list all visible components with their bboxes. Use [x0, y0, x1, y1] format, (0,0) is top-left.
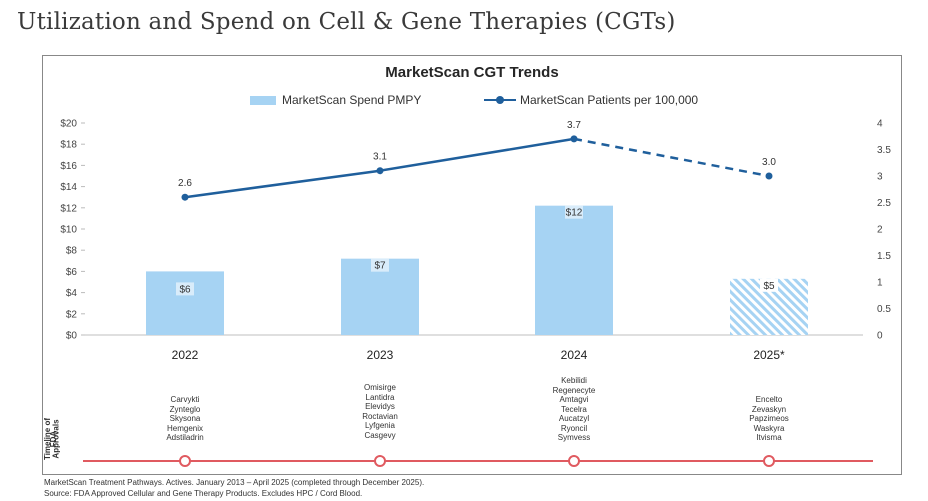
approval-item: Skysona — [169, 414, 201, 423]
spend-bar — [146, 271, 224, 335]
y-right-tick-label: 1 — [877, 278, 883, 289]
approval-item: Itvisma — [756, 433, 782, 442]
approval-item: Roctavian — [362, 411, 398, 421]
approval-item: Waskyra — [753, 423, 785, 433]
spend-data-label-box — [371, 258, 389, 272]
patients-point — [376, 167, 384, 175]
timeline-marker — [179, 455, 191, 467]
spend-data-label-box — [760, 278, 778, 292]
approval-item: Zevaskyn — [751, 404, 787, 414]
chart-legend: MarketScan Spend PMPY MarketScan Patient… — [43, 93, 901, 109]
patients-line-segment — [184, 169, 381, 199]
legend-line-swatch — [484, 95, 516, 105]
timeline-label-line-3: Approvals — [51, 419, 61, 459]
patients-point — [765, 172, 773, 180]
x-category-label: 2023 — [367, 348, 394, 362]
patients-point — [570, 135, 578, 143]
chart-plot-area: $0 $2 $4 $6 $8 $10 $12 $14 $16 $18 $20 0 0.5 1 1.5 2 2.5… — [60, 119, 891, 467]
x-category-label: 2024 — [561, 348, 588, 362]
spend-data-label: $12 — [566, 208, 583, 219]
patients-data-label: 3.0 — [762, 157, 776, 168]
y-right-tick-label: 2 — [877, 225, 883, 236]
approval-item: Lyfgenia — [365, 421, 395, 430]
spend-data-label: $6 — [179, 284, 191, 295]
approval-item: Encelto — [755, 395, 783, 404]
y-right-tick-label: 3 — [877, 172, 883, 183]
y-left-tick-label: $20 — [60, 119, 77, 130]
spend-data-label: $5 — [763, 281, 775, 292]
approvals-2025: Encelto Zevaskyn Papzimeos Waskyra Itvis… — [714, 395, 824, 443]
spend-data-label-box — [565, 205, 583, 219]
legend-patients-label: MarketScan Patients per 100,000 — [520, 93, 699, 107]
approval-item: Symvess — [557, 433, 591, 442]
approval-item: Hemgenix — [166, 423, 203, 433]
y-right-tick-label: 4 — [877, 119, 883, 130]
page-title: Utilization and Spend on Cell & Gene The… — [17, 9, 676, 35]
x-category-label: 2025* — [753, 348, 785, 362]
x-category-label: 2022 — [172, 348, 199, 362]
approval-item: Casgevy — [364, 430, 396, 440]
approvals-2022: Carvykti Zynteglo Skysona Hemgenix Adsti… — [130, 395, 240, 443]
y-right-tick-label: 0 — [877, 331, 883, 342]
spend-bar — [535, 205, 613, 335]
y-left-tick-label: $18 — [60, 140, 77, 151]
approvals-2023: Omisirge Lantidra Elevidys Roctavian Lyf… — [325, 383, 435, 440]
legend-spend-label: MarketScan Spend PMPY — [282, 93, 422, 107]
patients-data-label: 2.6 — [178, 178, 192, 189]
timeline-marker — [763, 455, 775, 467]
footnote-data-source: MarketScan Treatment Pathways. Actives. … — [44, 478, 425, 487]
patients-data-label: 3.1 — [373, 152, 387, 163]
approval-item: Papzimeos — [749, 414, 789, 423]
approval-item: Tecelra — [561, 404, 587, 414]
approval-item: Kebilidi — [561, 376, 587, 385]
legend-patients: MarketScan Patients per 100,000 — [484, 93, 698, 107]
approval-item: Adstiladrin — [166, 433, 204, 442]
y-left-tick-label: $2 — [66, 309, 78, 320]
patients-data-label: 3.7 — [567, 120, 581, 131]
y-left-tick-label: $0 — [66, 331, 78, 342]
spend-data-label: $7 — [374, 261, 386, 272]
approval-item: Aucatzyl — [558, 414, 590, 423]
y-left-tick-label: $10 — [60, 225, 77, 236]
patients-line-segment — [379, 137, 575, 172]
timeline-marker — [374, 455, 386, 467]
y-left-tick-label: $14 — [60, 182, 77, 193]
y-left-tick-label: $4 — [66, 288, 78, 299]
legend-spend: MarketScan Spend PMPY — [250, 93, 421, 107]
approval-item: Omisirge — [363, 383, 396, 392]
approval-item: Elevidys — [365, 402, 395, 411]
patients-point — [181, 193, 189, 201]
y-left-tick-label: $16 — [60, 161, 77, 172]
y-left-tick-label: $8 — [66, 246, 78, 257]
y-right-tick-label: 2.5 — [877, 198, 891, 209]
approval-item: Carvykti — [170, 395, 200, 404]
spend-data-label-box — [176, 282, 194, 296]
chart-title: MarketScan CGT Trends — [385, 64, 559, 81]
footnote-fda-source: Source: FDA Approved Cellular and Gene T… — [44, 489, 363, 498]
y-right-tick-label: 3.5 — [877, 145, 891, 156]
chart-frame: $0 $2 $4 $6 $8 $10 $12 $14 $16 $18 $20 0 0.5 1 1.5 2 2.5… — [42, 55, 902, 475]
y-left-tick-label: $6 — [66, 267, 78, 278]
approval-item: Regenecyte — [552, 385, 596, 395]
approval-item: Ryoncil — [560, 423, 588, 433]
timeline-marker — [568, 455, 580, 467]
approval-item: Lantidra — [365, 392, 395, 402]
approvals-2024: Kebilidi Regenecyte Amtagvi Tecelra Auca… — [519, 376, 629, 443]
legend-bar-swatch — [250, 95, 276, 105]
timeline-label: Timeline of FDA Approvals — [43, 418, 83, 460]
approval-item: Amtagvi — [559, 395, 589, 404]
y-right-tick-label: 1.5 — [877, 251, 891, 262]
y-right-tick-label: 0.5 — [877, 304, 891, 315]
approval-item: Zynteglo — [169, 404, 201, 414]
patients-line-segment-projected — [573, 137, 770, 178]
y-left-tick-label: $12 — [60, 203, 77, 214]
